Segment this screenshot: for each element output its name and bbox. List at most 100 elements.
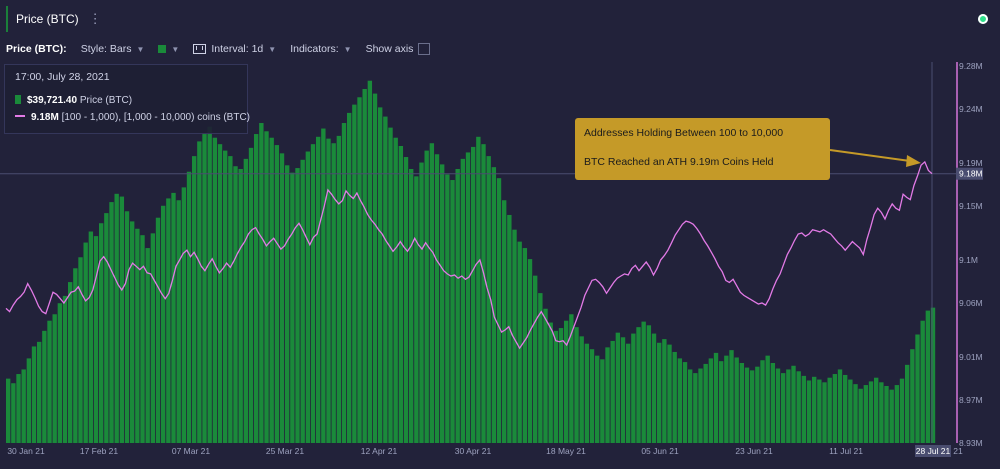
price-bar [398, 146, 404, 443]
price-bar [279, 153, 285, 443]
price-bar [460, 158, 466, 443]
price-bar [858, 388, 863, 443]
y-tick-label: 9.15M [959, 201, 983, 211]
price-bar [930, 307, 936, 443]
price-bar [786, 369, 791, 443]
chevron-down-icon: ▼ [136, 44, 145, 54]
price-bar [31, 346, 37, 443]
price-bar [88, 231, 94, 443]
chart-tooltip: 17:00, July 28, 2021 $39,721.40 Price (B… [4, 64, 250, 134]
price-bar [775, 368, 781, 443]
price-bar [610, 340, 615, 443]
price-bar [837, 369, 843, 443]
price-bar [217, 144, 223, 443]
price-bar [269, 137, 274, 443]
price-bar [403, 157, 409, 443]
interval-dropdown[interactable]: Interval: 1d ▼ [193, 43, 276, 55]
price-bar [99, 223, 104, 443]
price-bar [202, 134, 207, 443]
price-bar [336, 135, 342, 443]
indicators-dropdown[interactable]: Indicators: ▼ [290, 43, 351, 55]
price-bar [207, 126, 212, 443]
price-bar [212, 137, 218, 443]
price-bar [543, 308, 548, 443]
chevron-down-icon: ▼ [343, 44, 352, 54]
color-swatch [158, 45, 167, 53]
style-dropdown[interactable]: Style: Bars ▼ [81, 43, 145, 55]
price-bar [791, 365, 796, 443]
arrow-head [906, 155, 921, 167]
price-bar [760, 360, 765, 443]
price-bar [347, 112, 352, 444]
price-bar [750, 370, 755, 443]
vertical-ellipsis-icon[interactable]: ⋮ [88, 11, 102, 26]
price-bar [486, 156, 491, 444]
price-bar [569, 314, 574, 443]
price-bar [197, 141, 202, 443]
price-bar [357, 97, 362, 443]
x-tick-label: 07 Mar 21 [172, 446, 211, 456]
price-bar [254, 134, 259, 443]
price-bar [471, 146, 476, 444]
price-bar [372, 93, 378, 443]
price-bar [574, 327, 579, 443]
y-tick-label: 8.97M [959, 395, 983, 405]
price-bar [223, 150, 228, 443]
checkbox-icon[interactable] [418, 43, 431, 55]
price-bar [295, 168, 300, 443]
price-bar [186, 171, 192, 443]
price-bar [68, 282, 73, 443]
price-bar [326, 138, 331, 443]
price-bar [631, 333, 636, 443]
y-tick-label: 9.1M [959, 255, 978, 265]
price-bar [57, 303, 63, 443]
price-bar [310, 144, 316, 443]
price-bar [905, 364, 910, 443]
price-bar [832, 374, 838, 443]
price-bar [192, 156, 197, 444]
price-bar [16, 374, 21, 443]
price-bar [853, 384, 858, 443]
price-bar [119, 196, 125, 443]
x-tick-label: 18 May 21 [546, 446, 586, 456]
price-bar [228, 156, 233, 444]
price-bar [708, 358, 714, 443]
price-bar [352, 104, 357, 443]
price-bar [724, 355, 729, 443]
price-bar [455, 168, 460, 443]
price-chart[interactable]: 9.28M 9.24M 9.19M 9.15M 9.1M 9.06M 9.01M 8.97M 8… [0, 62, 1000, 469]
price-bar [703, 363, 708, 443]
price-bar [383, 116, 388, 443]
price-bar [667, 344, 672, 443]
color-picker[interactable]: ▼ [158, 45, 179, 54]
price-bar [533, 275, 538, 443]
price-bar [868, 381, 874, 443]
price-bar [682, 362, 688, 443]
price-bar [78, 257, 83, 443]
price-bar [558, 328, 564, 443]
y-tick-label: 9.01M [959, 352, 983, 362]
price-bar [806, 380, 812, 443]
y-tick-label: 9.28M [959, 62, 983, 71]
show-axis-toggle[interactable]: Show axis [366, 43, 431, 55]
price-bar [445, 174, 450, 443]
x-current-badge [915, 445, 951, 457]
x-axis: 30 Jan 21 17 Feb 21 07 Mar 21 25 Mar 21 12 A… [7, 445, 963, 457]
price-bar [589, 349, 595, 443]
price-bar [6, 378, 11, 443]
chevron-down-icon: ▼ [268, 44, 277, 54]
toolbar-title: Price (BTC): [6, 43, 67, 55]
x-tick-label: 25 Mar 21 [266, 446, 305, 456]
price-bar [595, 355, 600, 443]
price-bar [388, 127, 393, 444]
tab-price-btc[interactable]: Price (BTC) ⋮ [6, 6, 112, 32]
price-bar [605, 347, 610, 443]
x-tick-label: 12 Apr 21 [361, 446, 398, 456]
price-bar [73, 268, 78, 443]
price-bar [765, 355, 770, 443]
tooltip-price-label: Price (BTC) [79, 95, 133, 106]
supply-line [5, 160, 933, 350]
x-tick-label: 23 Jun 21 [735, 446, 773, 456]
annotation-line-2: BTC Reached an ATH 9.19m Coins Held [584, 156, 774, 168]
price-bar [47, 320, 52, 443]
